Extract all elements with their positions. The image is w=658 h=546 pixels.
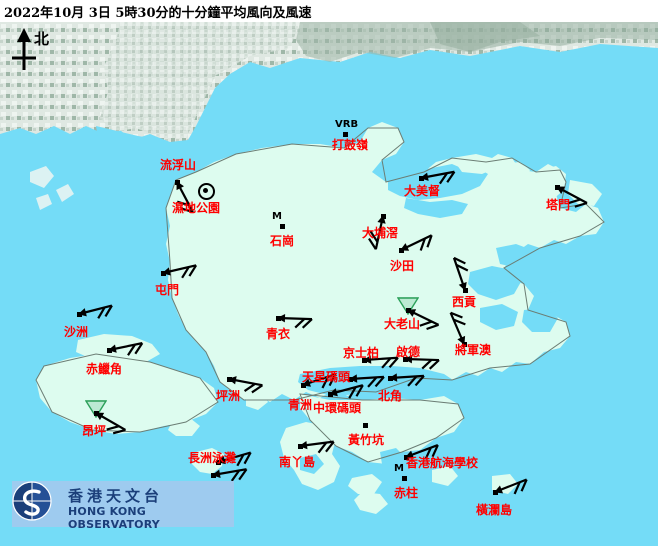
station-dot-icon	[161, 271, 166, 276]
station-label-tsing-yi: 青衣	[266, 327, 291, 341]
station-dot-icon	[216, 460, 221, 465]
station-dot-icon	[463, 288, 468, 293]
station-ring-center-icon	[203, 188, 208, 193]
station-dot-icon	[328, 392, 333, 397]
station-label-star-ferry: 天星碼頭	[302, 370, 351, 384]
station-dot-icon	[406, 308, 411, 313]
station-label-tai-mei-tuk: 大美督	[404, 184, 441, 198]
wind-barb-central-pier	[329, 384, 364, 399]
station-label-chek-lap-kok: 赤鱲角	[86, 362, 123, 376]
wind-barb-sha-chau	[78, 304, 113, 319]
station-dot-icon	[276, 316, 281, 321]
wind-barb-ngong-ping	[95, 412, 127, 435]
station-triangle-outline-icon	[85, 400, 107, 418]
station-ring-icon	[198, 183, 215, 200]
station-label-shek-kong: 石崗	[270, 234, 295, 248]
wind-barb-hk-sea-school	[405, 444, 439, 460]
station-dot-icon	[399, 248, 404, 253]
station-dot-icon	[388, 376, 393, 381]
wind-barb-tsing-yi	[277, 314, 313, 329]
station-label-tai-po-kau: 大埔滘	[362, 226, 399, 240]
station-label-lau-fau-shan: 流浮山	[160, 158, 197, 172]
station-dot-icon	[462, 342, 467, 347]
page-title: 2022年10月 3日 5時30分的十分鐘平均風向及風速	[4, 6, 312, 21]
station-tag-shek-kong: M	[272, 211, 282, 222]
title-bar: 2022年10月 3日 5時30分的十分鐘平均風向及風速	[0, 0, 658, 22]
north-arrow-icon: 北	[6, 26, 70, 74]
station-label-sha-chau: 沙洲	[64, 325, 89, 339]
station-label-wetland-park: 濕地公園	[172, 201, 221, 215]
station-label-tap-mun: 塔門	[546, 198, 571, 212]
wind-barb-north-point	[389, 373, 425, 387]
station-dot-icon	[298, 444, 303, 449]
station-dot-icon	[555, 185, 560, 190]
station-label-peng-chau: 坪洲	[216, 389, 241, 403]
wind-barb-cheung-chau	[212, 468, 248, 482]
station-label-green-island: 青洲	[288, 398, 313, 412]
station-dot-icon	[227, 377, 232, 382]
station-dot-icon	[348, 377, 353, 382]
station-dot-icon	[419, 176, 424, 181]
station-label-tuen-mun: 屯門	[155, 283, 180, 297]
station-label-cheung-chau-beach: 長洲泳灘	[188, 451, 237, 465]
station-dot-icon	[381, 214, 386, 219]
station-label-tseung-kwan-o: 將軍澳	[455, 343, 492, 357]
wind-barb-sha-tin	[400, 234, 433, 251]
station-dot-icon	[77, 312, 82, 317]
station-label-kings-park: 京士柏	[343, 346, 380, 360]
station-dot-icon	[362, 358, 367, 363]
wind-barb-tuen-mun	[162, 264, 198, 279]
station-dot-icon	[404, 455, 409, 460]
map-geography	[0, 22, 658, 546]
north-label: 北	[34, 30, 50, 48]
station-label-hk-sea-school: 香港航海學校	[406, 456, 479, 470]
station-label-north-point: 北角	[378, 389, 403, 403]
wind-barb-kai-tak	[404, 355, 440, 370]
station-dot-icon	[94, 411, 99, 416]
station-dot-icon	[493, 490, 498, 495]
station-dot-icon	[107, 348, 112, 353]
station-dot-icon	[211, 473, 216, 478]
station-dot-icon	[175, 180, 180, 185]
station-label-ta-kwu-ling: 打鼓嶺	[332, 138, 369, 152]
wind-barb-tseung-kwan-o	[449, 311, 466, 345]
station-dot-icon	[343, 132, 348, 137]
station-triangle-icon	[86, 400, 106, 416]
station-tag-stanley: M	[394, 463, 404, 474]
station-label-waglan-island: 橫瀾島	[476, 503, 513, 517]
wind-barb-tai-mei-tuk	[420, 170, 456, 185]
station-label-ngong-ping: 昂坪	[82, 424, 107, 438]
hko-logo: 香港天文台 HONG KONG OBSERVATORY	[12, 481, 234, 531]
station-label-central-pier: 中環碼頭	[313, 401, 362, 415]
station-label-lamma-island: 南丫島	[279, 455, 316, 469]
wind-barb-sai-kung	[452, 256, 469, 291]
station-label-sha-tin: 沙田	[390, 259, 415, 273]
wind-barb-waglan-island	[494, 478, 528, 495]
wind-barb-peng-chau	[228, 376, 264, 394]
map-canvas: 北 VRB 打鼓嶺流浮山濕地公園 M 石崗 大美督塔門大埔滘沙田西貢大老山 屯門沙洲赤鱲角…	[0, 22, 658, 546]
wind-barb-tates-cairn	[407, 309, 440, 331]
wind-barb-kings-park	[363, 355, 399, 369]
hko-logo-zh: 香港天文台	[68, 487, 164, 505]
wind-barbs-layer	[78, 170, 588, 495]
station-label-wong-chuk-hang: 黃竹坑	[348, 433, 385, 447]
station-dot-icon	[301, 383, 306, 388]
station-dot-icon	[363, 423, 368, 428]
station-label-stanley: 赤柱	[394, 486, 419, 500]
hko-emblem-icon	[12, 481, 52, 521]
station-dot-icon	[403, 357, 408, 362]
station-label-tates-cairn: 大老山	[384, 317, 421, 331]
station-triangle-outline-icon	[397, 297, 419, 315]
station-label-kai-tak: 啟德	[396, 345, 421, 359]
station-tag-ta-kwu-ling: VRB	[335, 119, 359, 130]
wind-barb-chek-lap-kok	[108, 342, 144, 356]
station-dot-icon	[402, 476, 407, 481]
station-label-sai-kung: 西貢	[452, 295, 477, 309]
station-triangle-icon	[398, 297, 418, 313]
station-dot-icon	[280, 224, 285, 229]
wind-barb-lamma-island	[299, 440, 335, 454]
hko-logo-en: HONG KONG OBSERVATORY	[68, 505, 160, 531]
wind-barb-star-ferry	[349, 374, 385, 388]
